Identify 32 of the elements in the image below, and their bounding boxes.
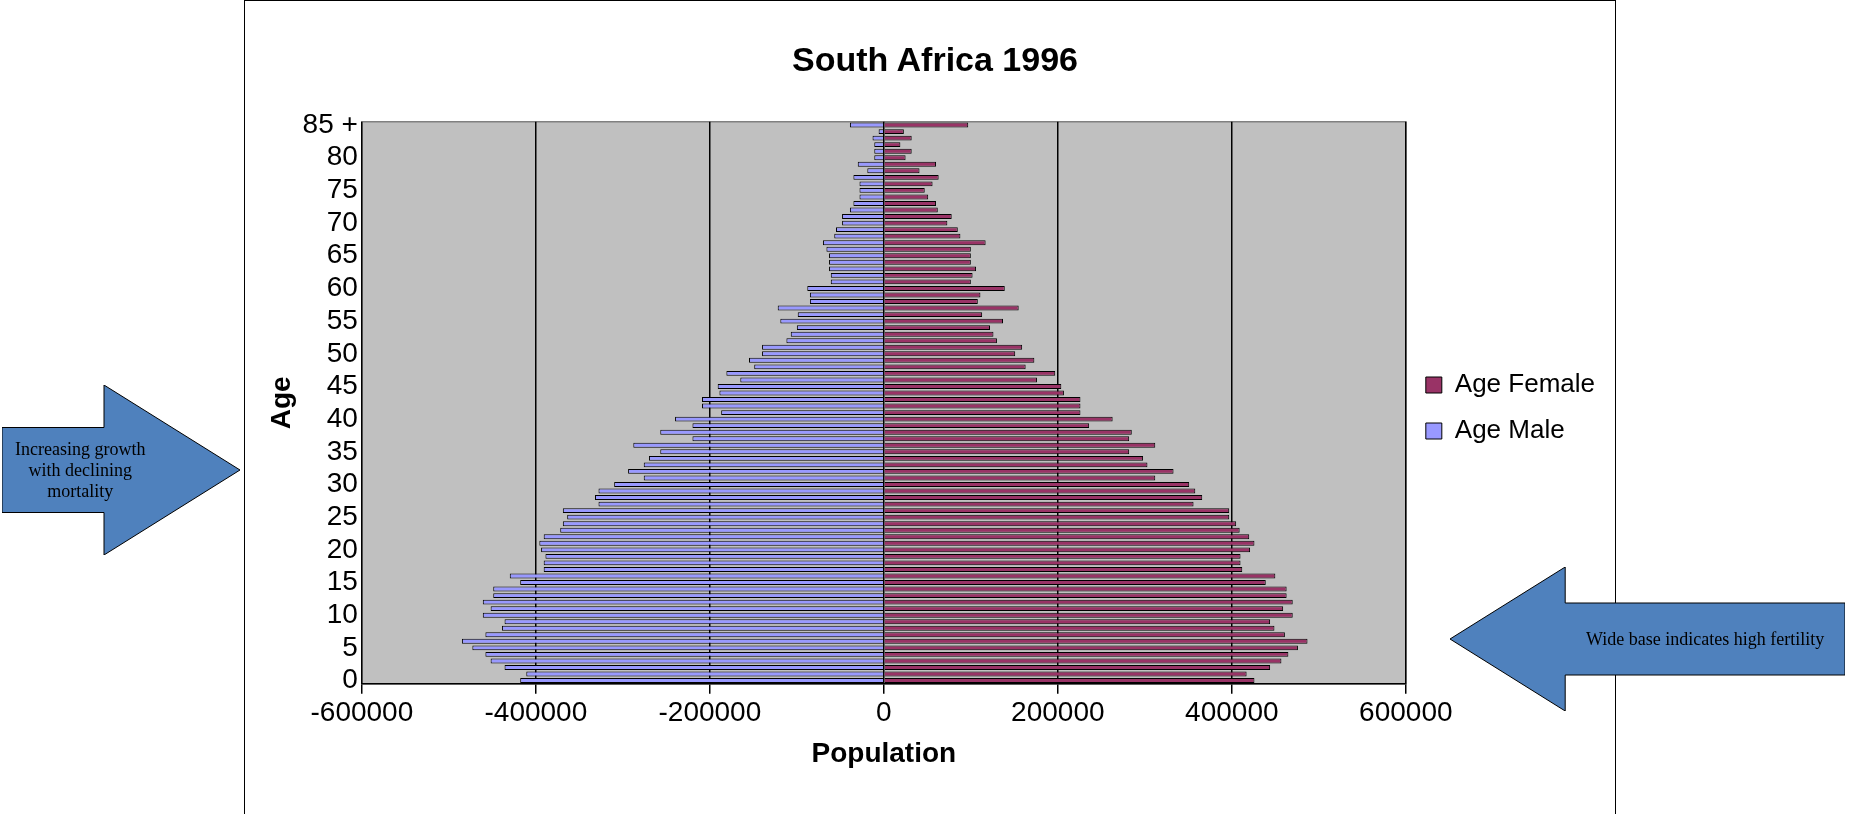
- x-tick-label: 400000: [1185, 696, 1279, 728]
- y-tick-label: 40: [326, 401, 358, 433]
- y-axis-title: Age: [264, 376, 296, 430]
- y-tick-label: 35: [326, 434, 358, 466]
- y-tick-label: 0: [342, 663, 358, 695]
- y-tick-label: 65: [326, 238, 358, 270]
- x-tick-label: 600000: [1359, 696, 1453, 728]
- y-tick-label: 55: [326, 303, 358, 335]
- y-tick-label: 60: [326, 271, 358, 303]
- y-tick-label: 45: [326, 369, 358, 401]
- x-axis-title: Population: [811, 736, 957, 768]
- y-tick-label: 50: [326, 336, 358, 368]
- legend-label: Age Female: [1454, 368, 1596, 399]
- y-tick-label: 80: [326, 140, 358, 172]
- x-tick-label: 200000: [1011, 696, 1105, 728]
- y-tick-label: 30: [326, 467, 358, 499]
- y-tick-label: 75: [326, 173, 358, 205]
- y-tick-label: 25: [326, 499, 358, 531]
- y-tick-label: 20: [326, 532, 358, 564]
- y-tick-label: 5: [342, 630, 358, 662]
- y-tick-label: 15: [326, 565, 358, 597]
- text: Increasing growth with declining mortality: [13, 437, 147, 503]
- chart-title: South Africa 1996: [792, 39, 1078, 78]
- text: Wide base indicates high fertility: [1585, 627, 1826, 651]
- x-tick-label: -200000: [658, 696, 762, 728]
- y-tick-label: 10: [326, 597, 358, 629]
- legend-label: Age Male: [1454, 414, 1565, 445]
- y-tick-label: 70: [326, 205, 358, 237]
- x-tick-label: -400000: [484, 696, 588, 728]
- y-tick-label: 85 +: [302, 107, 358, 139]
- x-tick-label: 0: [876, 696, 892, 728]
- x-tick-label: -600000: [310, 696, 414, 728]
